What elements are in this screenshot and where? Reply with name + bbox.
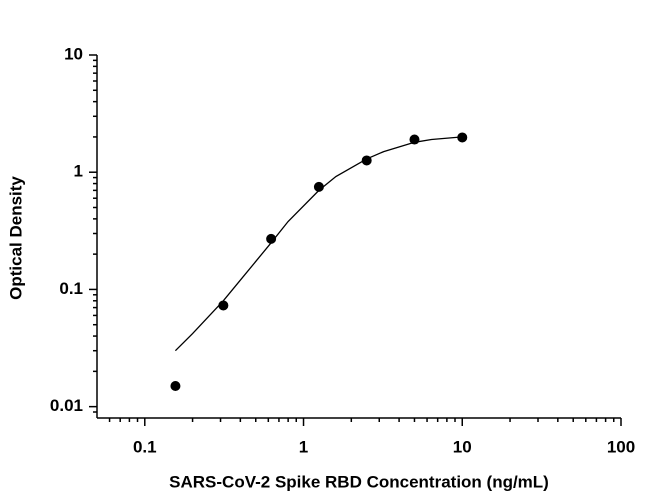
data-point: [313, 181, 324, 192]
y-tick-label: 10: [64, 44, 83, 63]
x-axis-title: SARS-CoV-2 Spike RBD Concentration (ng/m…: [169, 472, 549, 491]
data-point: [457, 132, 468, 143]
data-point: [170, 381, 181, 392]
data-point: [409, 134, 420, 145]
y-axis-title: Optical Density: [6, 176, 25, 300]
data-point: [218, 300, 229, 311]
data-point: [361, 155, 372, 166]
x-tick-label: 100: [607, 437, 635, 456]
y-tick-label: 0.1: [59, 279, 83, 298]
y-tick-label: 0.01: [50, 396, 83, 415]
fit-curve: [174, 136, 463, 352]
y-tick-label: 1: [74, 162, 83, 181]
x-tick-label: 10: [453, 437, 472, 456]
data-point: [266, 233, 277, 244]
x-tick-label: 0.1: [133, 437, 157, 456]
x-tick-label: 1: [299, 437, 308, 456]
